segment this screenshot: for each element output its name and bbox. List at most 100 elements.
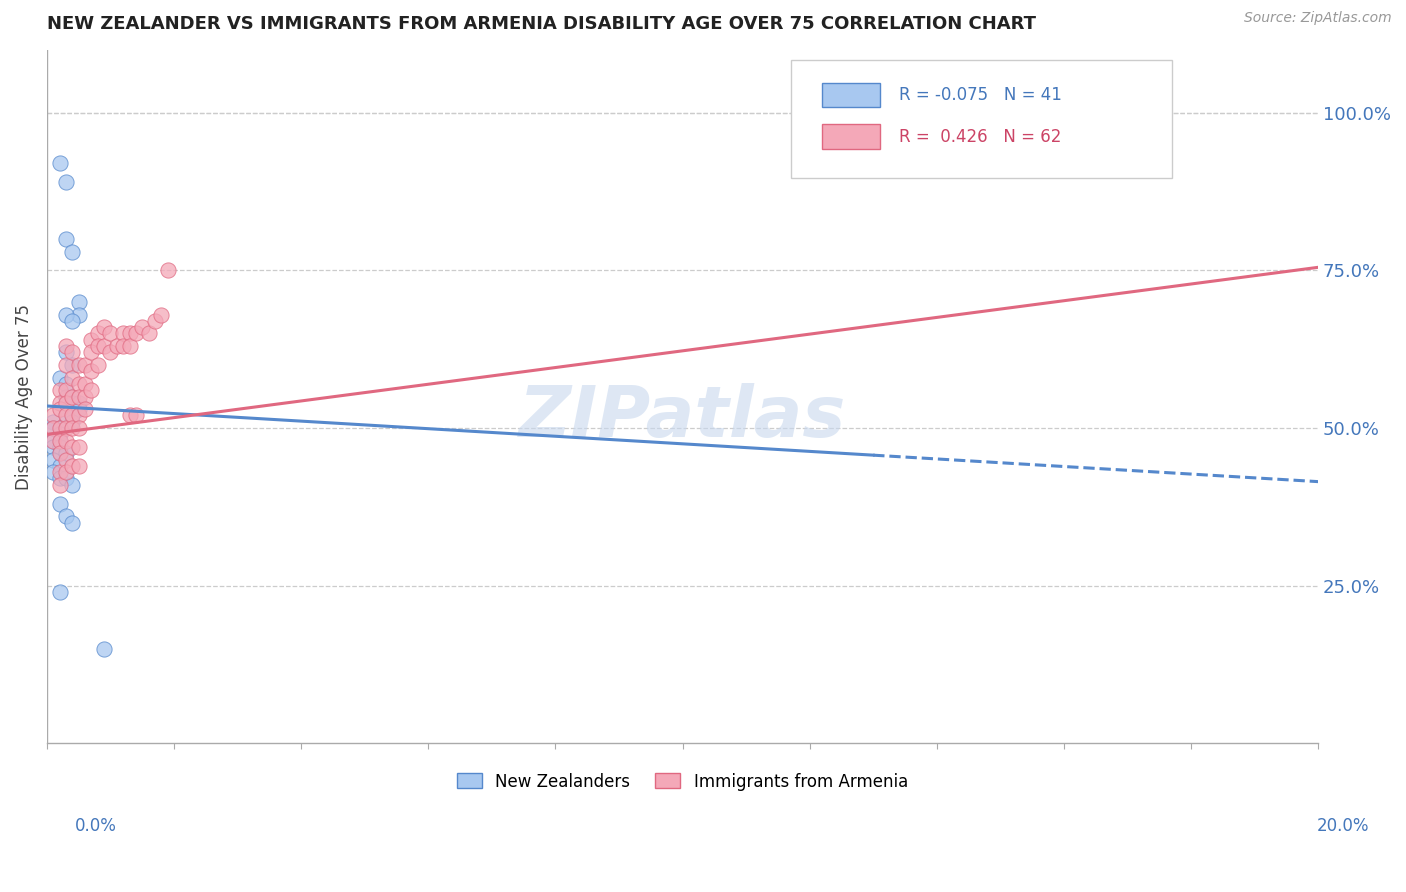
Text: 20.0%: 20.0% — [1316, 817, 1369, 835]
Point — [125, 409, 148, 423]
Point — [80, 333, 103, 347]
Point — [42, 421, 65, 435]
Point — [67, 358, 90, 372]
Point — [48, 585, 70, 599]
Point — [60, 477, 83, 491]
Point — [42, 409, 65, 423]
Point — [60, 409, 83, 423]
Point — [42, 434, 65, 448]
Point — [42, 440, 65, 454]
Point — [87, 339, 110, 353]
Point — [67, 396, 90, 410]
Point — [93, 641, 115, 656]
Point — [60, 409, 83, 423]
Point — [55, 232, 77, 246]
Point — [55, 421, 77, 435]
Point — [60, 314, 83, 328]
Bar — [823, 124, 880, 149]
Point — [118, 409, 141, 423]
Point — [93, 320, 115, 334]
Point — [60, 396, 83, 410]
Point — [48, 383, 70, 397]
Legend: New Zealanders, Immigrants from Armenia: New Zealanders, Immigrants from Armenia — [450, 766, 915, 797]
Point — [42, 421, 65, 435]
Point — [48, 156, 70, 170]
Text: R =  0.426   N = 62: R = 0.426 N = 62 — [898, 128, 1062, 145]
Point — [67, 402, 90, 417]
Point — [48, 434, 70, 448]
Point — [42, 415, 65, 429]
Point — [48, 396, 70, 410]
Point — [87, 326, 110, 341]
Point — [60, 458, 83, 473]
Point — [48, 402, 70, 417]
Point — [60, 345, 83, 359]
Point — [55, 434, 77, 448]
Point — [42, 465, 65, 479]
Point — [100, 345, 122, 359]
Point — [80, 345, 103, 359]
Point — [55, 452, 77, 467]
Point — [73, 358, 96, 372]
Point — [48, 421, 70, 435]
Point — [55, 446, 77, 460]
Point — [80, 383, 103, 397]
Point — [105, 339, 128, 353]
Point — [60, 440, 83, 454]
Point — [42, 434, 65, 448]
Y-axis label: Disability Age Over 75: Disability Age Over 75 — [15, 303, 32, 490]
Point — [87, 358, 110, 372]
Point — [42, 452, 65, 467]
Point — [60, 370, 83, 384]
Point — [55, 465, 77, 479]
Point — [55, 396, 77, 410]
Point — [125, 326, 148, 341]
Point — [60, 421, 83, 435]
Point — [150, 308, 173, 322]
Bar — [823, 83, 880, 107]
FancyBboxPatch shape — [790, 61, 1173, 178]
Point — [60, 358, 83, 372]
Point — [67, 376, 90, 391]
Point — [118, 326, 141, 341]
Point — [60, 516, 83, 530]
Point — [143, 314, 166, 328]
Point — [67, 421, 90, 435]
Point — [55, 509, 77, 524]
Point — [48, 477, 70, 491]
Point — [55, 339, 77, 353]
Point — [60, 244, 83, 259]
Point — [131, 320, 153, 334]
Point — [55, 471, 77, 485]
Point — [48, 471, 70, 485]
Point — [73, 376, 96, 391]
Point — [48, 446, 70, 460]
Point — [67, 409, 90, 423]
Point — [118, 339, 141, 353]
Point — [48, 446, 70, 460]
Point — [138, 326, 160, 341]
Point — [112, 339, 135, 353]
Point — [55, 175, 77, 189]
Point — [55, 390, 77, 404]
Point — [48, 427, 70, 442]
Point — [48, 497, 70, 511]
Text: NEW ZEALANDER VS IMMIGRANTS FROM ARMENIA DISABILITY AGE OVER 75 CORRELATION CHAR: NEW ZEALANDER VS IMMIGRANTS FROM ARMENIA… — [46, 15, 1036, 33]
Point — [55, 376, 77, 391]
Point — [67, 295, 90, 310]
Point — [80, 364, 103, 378]
Text: Source: ZipAtlas.com: Source: ZipAtlas.com — [1244, 12, 1392, 25]
Point — [67, 308, 90, 322]
Point — [67, 440, 90, 454]
Point — [55, 383, 77, 397]
Point — [48, 465, 70, 479]
Point — [73, 390, 96, 404]
Point — [100, 326, 122, 341]
Point — [55, 308, 77, 322]
Point — [55, 409, 77, 423]
Point — [112, 326, 135, 341]
Point — [48, 440, 70, 454]
Text: 0.0%: 0.0% — [75, 817, 117, 835]
Point — [156, 263, 179, 277]
Point — [67, 390, 90, 404]
